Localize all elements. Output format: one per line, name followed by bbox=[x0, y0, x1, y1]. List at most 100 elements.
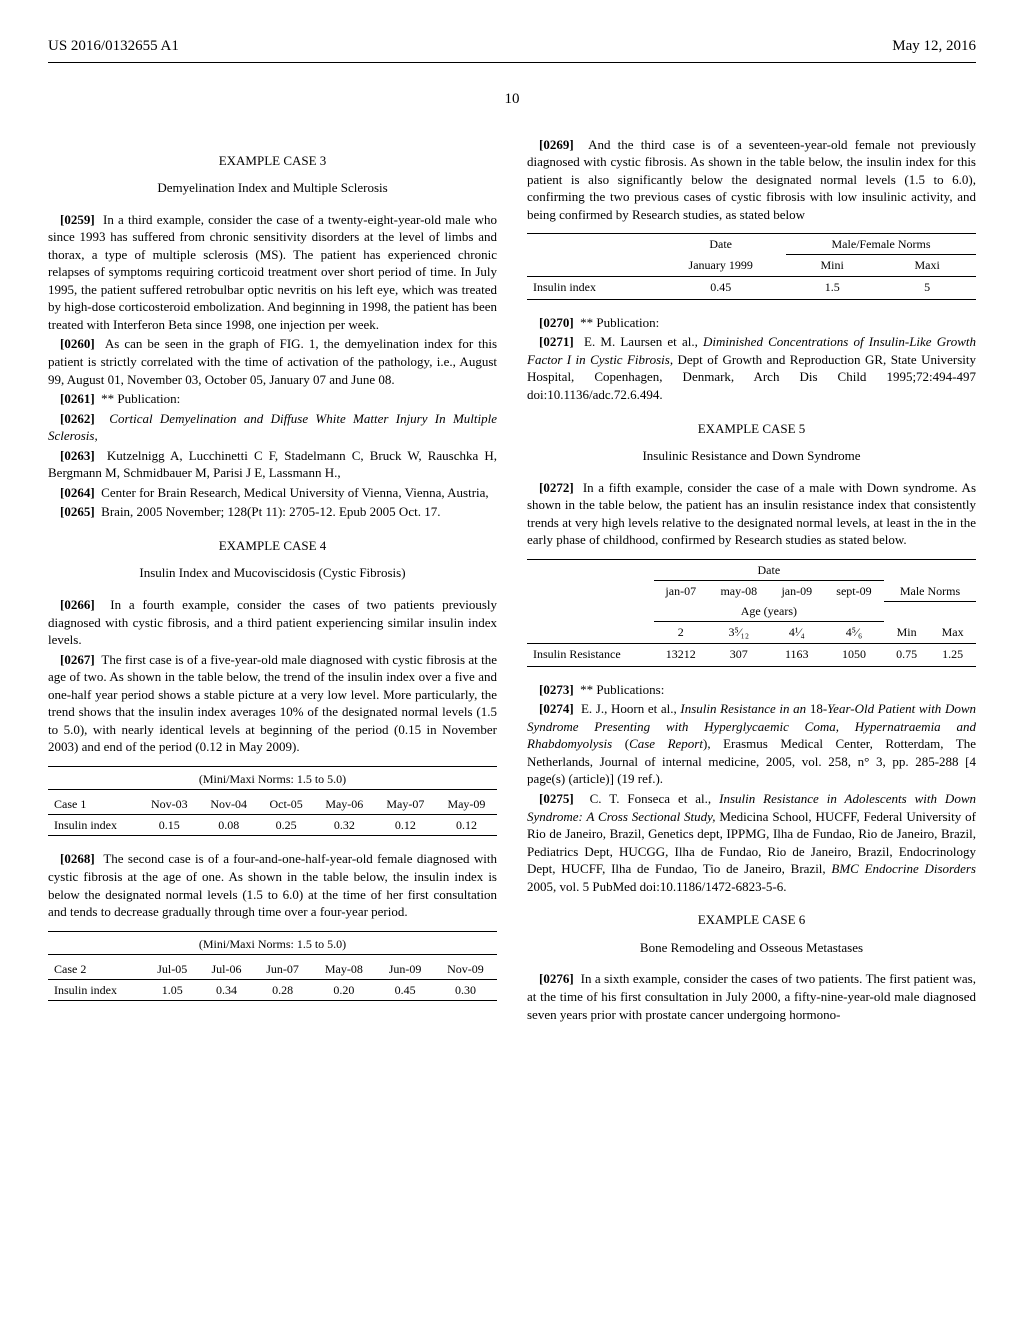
table-header-cell bbox=[884, 601, 976, 622]
table-row: Date Male/Female Norms bbox=[527, 234, 976, 255]
table-cell: 0.25 bbox=[258, 815, 313, 836]
para-text: E. J., Hoorn et al., bbox=[581, 701, 680, 716]
table-header-cell bbox=[527, 601, 654, 622]
table-case3: Date Male/Female Norms January 1999 Mini… bbox=[527, 233, 976, 300]
table-header-cell: jan-09 bbox=[770, 581, 824, 602]
para-text: ** Publication: bbox=[580, 315, 659, 330]
case5-subheading: Insulinic Resistance and Down Syndrome bbox=[527, 447, 976, 465]
case6-heading: EXAMPLE CASE 6 bbox=[527, 911, 976, 929]
para-text: Cortical Demyelination and Diffuse White… bbox=[48, 411, 497, 444]
case4-subheading: Insulin Index and Mucoviscidosis (Cystic… bbox=[48, 564, 497, 582]
para-text-italic: BMC Endocrine Disorders bbox=[831, 861, 976, 876]
table-cell: 0.12 bbox=[375, 815, 436, 836]
para-text-italic: Insulin Resistance in an bbox=[680, 701, 809, 716]
table-header-cell: January 1999 bbox=[655, 255, 786, 276]
table-cell: 0.08 bbox=[199, 815, 258, 836]
table-row: Case 2 Jul-05 Jul-06 Jun-07 May-08 Jun-0… bbox=[48, 959, 497, 980]
table-cell: 0.34 bbox=[199, 980, 253, 1001]
table-row: 2 3⁵⁄₁₂ 4¹⁄₄ 4⁵⁄₆ Min Max bbox=[527, 622, 976, 643]
para-0265: [0265] Brain, 2005 November; 128(Pt 11):… bbox=[48, 503, 497, 521]
table-header-cell: May-09 bbox=[436, 794, 497, 815]
table-header-cell: Mini bbox=[786, 255, 878, 276]
table-row: Insulin index 1.05 0.34 0.28 0.20 0.45 0… bbox=[48, 980, 497, 1001]
para-0269: [0269] And the third case is of a sevent… bbox=[527, 136, 976, 224]
para-0272: [0272] In a fifth example, consider the … bbox=[527, 479, 976, 549]
table-cell: 0.12 bbox=[436, 815, 497, 836]
para-num: [0261] bbox=[60, 391, 95, 406]
table-cell: 0.20 bbox=[311, 980, 376, 1001]
para-num: [0273] bbox=[539, 682, 574, 697]
para-text: 2005, vol. 5 PubMed doi:10.1186/1472-682… bbox=[527, 879, 787, 894]
para-0274: [0274] E. J., Hoorn et al., Insulin Resi… bbox=[527, 700, 976, 788]
table-header-cell: Nov-03 bbox=[140, 794, 199, 815]
table-header-cell: May-08 bbox=[311, 959, 376, 980]
table-header-cell bbox=[527, 255, 655, 276]
table-row: Date bbox=[527, 559, 976, 580]
para-text: In a third example, consider the case of… bbox=[48, 212, 497, 332]
para-0275: [0275] C. T. Fonseca et al., Insulin Res… bbox=[527, 790, 976, 895]
table-header-cell: Oct-05 bbox=[258, 794, 313, 815]
table-case5: Date jan-07 may-08 jan-09 sept-09 Male N… bbox=[527, 559, 976, 667]
para-num: [0260] bbox=[60, 336, 95, 351]
para-text: In a sixth example, consider the cases o… bbox=[527, 971, 976, 1021]
case3-subheading: Demyelination Index and Multiple Scleros… bbox=[48, 179, 497, 197]
para-text: C. T. Fonseca et al., bbox=[590, 791, 720, 806]
table-header-cell: Jun-07 bbox=[254, 959, 312, 980]
table-header-cell: 2 bbox=[654, 622, 708, 643]
para-0276: [0276] In a sixth example, consider the … bbox=[527, 970, 976, 1023]
para-0271: [0271] E. M. Laursen et al., Diminished … bbox=[527, 333, 976, 403]
case4-heading: EXAMPLE CASE 4 bbox=[48, 537, 497, 555]
para-num: [0268] bbox=[60, 851, 95, 866]
para-0262: [0262] Cortical Demyelination and Diffus… bbox=[48, 410, 497, 445]
para-text: ** Publications: bbox=[580, 682, 664, 697]
para-0263: [0263] Kutzelnigg A, Lucchinetti C F, St… bbox=[48, 447, 497, 482]
table-header-cell bbox=[527, 559, 654, 580]
table-cell: Insulin Resistance bbox=[527, 643, 654, 666]
table-header-cell: Date bbox=[655, 234, 786, 255]
table-cell: 0.45 bbox=[655, 276, 786, 299]
table-row: Insulin Resistance 13212 307 1163 1050 0… bbox=[527, 643, 976, 666]
para-num: [0274] bbox=[539, 701, 574, 716]
para-num: [0264] bbox=[60, 485, 95, 500]
table-header-cell: Case 1 bbox=[48, 794, 140, 815]
para-text: The second case is of a four-and-one-hal… bbox=[48, 851, 497, 919]
table-row: Age (years) bbox=[527, 601, 976, 622]
table-row: Insulin index 0.15 0.08 0.25 0.32 0.12 0… bbox=[48, 815, 497, 836]
table-header-cell: Date bbox=[654, 559, 884, 580]
para-text: Kutzelnigg A, Lucchinetti C F, Stadelman… bbox=[48, 448, 497, 481]
table-cell: 13212 bbox=[654, 643, 708, 666]
table-header-cell: may-08 bbox=[708, 581, 770, 602]
table-cell: 0.28 bbox=[254, 980, 312, 1001]
para-text: And the third case is of a seventeen-yea… bbox=[527, 137, 976, 222]
page-number: 10 bbox=[48, 89, 976, 109]
table-header-cell bbox=[527, 581, 654, 602]
table-cell: 0.32 bbox=[314, 815, 375, 836]
table-cell: 0.15 bbox=[140, 815, 199, 836]
table-cell: Insulin index bbox=[48, 980, 145, 1001]
para-text: ( bbox=[612, 736, 629, 751]
para-num: [0269] bbox=[539, 137, 574, 152]
table-header-cell: Male Norms bbox=[884, 581, 976, 602]
table-header-cell: Jul-05 bbox=[145, 959, 199, 980]
para-0261: [0261] ** Publication: bbox=[48, 390, 497, 408]
table-cell: 0.45 bbox=[376, 980, 434, 1001]
table-row: Case 1 Nov-03 Nov-04 Oct-05 May-06 May-0… bbox=[48, 794, 497, 815]
table-header-cell bbox=[527, 234, 655, 255]
para-0266: [0266] In a fourth example, consider the… bbox=[48, 596, 497, 649]
page-header: US 2016/0132655 A1 May 12, 2016 bbox=[48, 36, 976, 56]
two-column-layout: EXAMPLE CASE 3 Demyelination Index and M… bbox=[48, 136, 976, 1026]
para-0268: [0268] The second case is of a four-and-… bbox=[48, 850, 497, 920]
para-num: [0266] bbox=[60, 597, 95, 612]
table-header-cell: Age (years) bbox=[654, 601, 884, 622]
table-header-cell: 4⁵⁄₆ bbox=[824, 622, 884, 643]
table-header-cell: May-06 bbox=[314, 794, 375, 815]
table-case1: (Mini/Maxi Norms: 1.5 to 5.0) Case 1 Nov… bbox=[48, 766, 497, 837]
table-header-cell: jan-07 bbox=[654, 581, 708, 602]
para-text: The first case is of a five-year-old mal… bbox=[48, 652, 497, 755]
para-num: [0275] bbox=[539, 791, 574, 806]
publication-date: May 12, 2016 bbox=[892, 36, 976, 56]
para-text: ** Publication: bbox=[101, 391, 180, 406]
para-num: [0270] bbox=[539, 315, 574, 330]
table-header-cell: sept-09 bbox=[824, 581, 884, 602]
table-header-cell: Nov-04 bbox=[199, 794, 258, 815]
